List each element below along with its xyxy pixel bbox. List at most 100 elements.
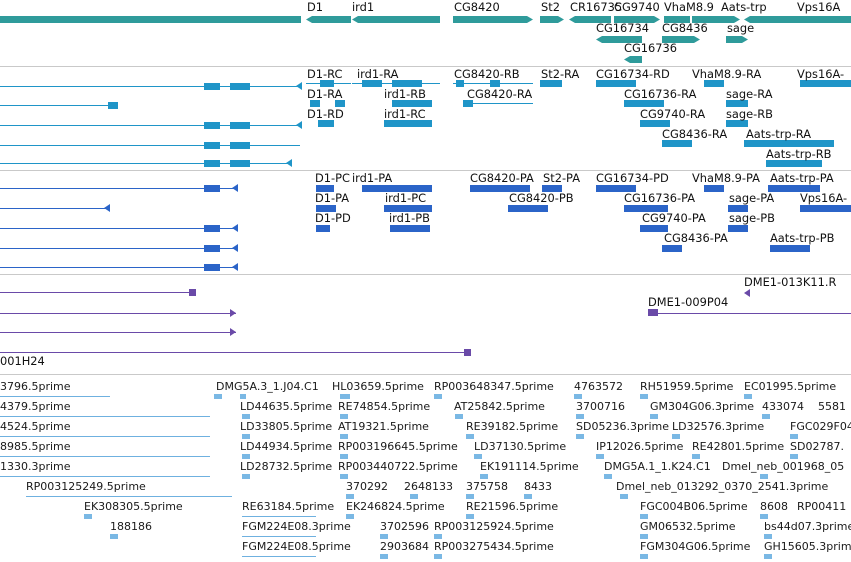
cds-line[interactable] (0, 267, 236, 268)
est-block[interactable] (340, 414, 348, 419)
cds-exon[interactable] (316, 225, 330, 232)
protein-label[interactable]: St2-PA (543, 171, 580, 185)
est-block[interactable] (466, 434, 474, 439)
cds-exon[interactable] (662, 245, 682, 252)
est-line[interactable] (242, 556, 316, 557)
est-block[interactable] (242, 414, 250, 419)
est-line[interactable] (0, 456, 210, 457)
protein-label[interactable]: VhaM8.9-PA (692, 171, 760, 185)
exon[interactable] (335, 100, 345, 107)
est-label[interactable]: RH51959.5prime (640, 380, 734, 393)
est-block[interactable] (790, 454, 798, 459)
clone-end[interactable] (189, 289, 196, 296)
est-label[interactable]: RP003440722.5prime (338, 460, 458, 473)
transcript-label[interactable]: Vps16A- (797, 67, 845, 81)
exon[interactable] (726, 100, 748, 107)
cds-exon[interactable] (508, 205, 548, 212)
est-label[interactable]: LD44635.5prime (240, 400, 333, 413)
exon[interactable] (726, 120, 748, 127)
exon[interactable] (320, 80, 334, 87)
est-block[interactable] (640, 534, 648, 539)
est-label[interactable]: bs44d07.3prime (764, 520, 851, 533)
exon[interactable] (230, 142, 250, 149)
cds-exon[interactable] (640, 225, 668, 232)
exon[interactable] (540, 80, 562, 87)
est-label[interactable]: RP00411 (797, 500, 847, 513)
est-label[interactable]: Dmel_neb_001968_05 (722, 460, 845, 473)
est-label[interactable]: EK308305.5prime (84, 500, 183, 513)
est-label[interactable]: RE42801.5prime (692, 440, 785, 453)
est-block[interactable] (110, 534, 118, 539)
gene-bar[interactable] (540, 16, 564, 23)
est-block[interactable] (744, 394, 752, 399)
est-block[interactable] (455, 414, 463, 419)
cds-exon[interactable] (728, 225, 748, 232)
clone-label[interactable]: 001H24 (0, 354, 45, 368)
est-block[interactable] (380, 554, 388, 559)
exon[interactable] (108, 102, 118, 109)
est-label[interactable]: FGC004B06.5prime (640, 500, 748, 513)
est-label[interactable]: 3702596 (380, 520, 429, 533)
transcript-label[interactable]: D1-RA (307, 87, 343, 101)
transcript-line[interactable] (463, 103, 533, 104)
gene-label[interactable]: Aats-trp (721, 0, 767, 14)
gene-label[interactable]: sage (727, 21, 755, 35)
gene-label[interactable]: CG8436 (662, 21, 708, 35)
est-block[interactable] (340, 434, 348, 439)
est-block[interactable] (762, 414, 770, 419)
clone-line[interactable] (0, 292, 194, 293)
cds-exon[interactable] (204, 185, 220, 192)
est-label[interactable]: RP003275434.5prime (434, 540, 554, 553)
est-label[interactable]: LD37130.5prime (474, 440, 567, 453)
exon[interactable] (362, 80, 382, 87)
gene-label[interactable]: CG9740 (614, 0, 660, 14)
protein-label[interactable]: ird1-PC (385, 191, 427, 205)
exon[interactable] (318, 120, 334, 127)
gene-label[interactable]: Vps16A (797, 0, 841, 14)
cds-exon[interactable] (624, 205, 668, 212)
cds-exon[interactable] (362, 185, 432, 192)
est-label[interactable]: SD02787. (790, 440, 844, 453)
gene-bar[interactable] (726, 36, 748, 43)
cds-exon[interactable] (800, 205, 851, 212)
protein-label[interactable]: ird1-PA (352, 171, 393, 185)
est-label[interactable]: DMG5A.3_1.J04.C1 (216, 380, 319, 393)
protein-label[interactable]: CG8420-PA (470, 171, 534, 185)
est-block[interactable] (650, 414, 658, 419)
est-block[interactable] (466, 514, 474, 519)
est-label[interactable]: 2648133 (404, 480, 453, 493)
exon[interactable] (490, 80, 500, 87)
transcript-line[interactable] (0, 125, 300, 126)
est-label[interactable]: IP12026.5prime (596, 440, 684, 453)
est-label[interactable]: 2903684 (380, 540, 429, 553)
protein-label[interactable]: ird1-PB (389, 211, 430, 225)
est-block[interactable] (760, 514, 768, 519)
gene-label[interactable]: ird1 (352, 0, 375, 14)
est-block[interactable] (604, 474, 612, 479)
cds-line[interactable] (0, 208, 108, 209)
transcript-label[interactable]: CG8420-RB (454, 67, 520, 81)
gene-bar[interactable] (744, 16, 851, 23)
cds-exon[interactable] (204, 225, 220, 232)
est-block[interactable] (672, 434, 680, 439)
protein-label[interactable]: CG16734-PD (596, 171, 669, 185)
est-block[interactable] (242, 474, 250, 479)
clone-end[interactable] (648, 309, 658, 316)
exon[interactable] (204, 142, 220, 149)
gene-bar[interactable] (614, 16, 660, 23)
est-label[interactable]: RP003125924.5prime (434, 520, 554, 533)
est-label[interactable]: RP003125249.5prime (26, 480, 146, 493)
gene-bar[interactable] (664, 16, 690, 23)
est-label[interactable]: LD44934.5prime (240, 440, 333, 453)
est-block[interactable] (596, 454, 604, 459)
exon[interactable] (766, 160, 822, 167)
exon[interactable] (800, 80, 851, 87)
est-label[interactable]: AT25842.5prime (454, 400, 545, 413)
exon[interactable] (204, 83, 220, 90)
gene-label[interactable]: CR16735 (570, 0, 623, 14)
est-block[interactable] (242, 454, 250, 459)
est-block[interactable] (640, 394, 648, 399)
protein-label[interactable]: CG9740-PA (642, 211, 706, 225)
protein-label[interactable]: Vps16A- (800, 191, 848, 205)
est-block[interactable] (576, 434, 584, 439)
